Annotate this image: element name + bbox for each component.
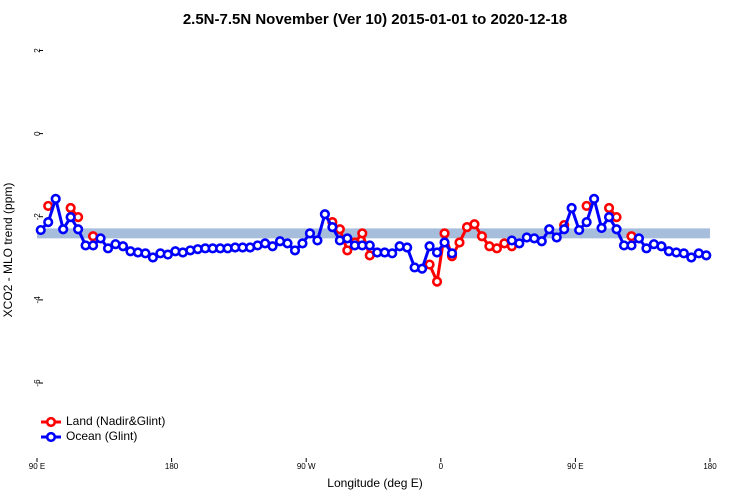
- x-tick-label: 90 E: [29, 462, 45, 471]
- data-point: [65, 212, 76, 223]
- data-point: [312, 235, 323, 246]
- data-point: [319, 209, 330, 220]
- data-point: [454, 237, 465, 248]
- data-point: [446, 248, 458, 259]
- data-point: [50, 193, 61, 204]
- data-point: [596, 222, 607, 234]
- chart-title: 2.5N-7.5N November (Ver 10) 2015-01-01 t…: [183, 11, 567, 28]
- data-point: [544, 224, 555, 235]
- data-point: [342, 245, 353, 256]
- data-point: [469, 219, 480, 230]
- data-point: [581, 200, 592, 212]
- x-axis-label: Longitude (deg E): [327, 476, 422, 490]
- data-point: [364, 240, 375, 251]
- data-point: [43, 200, 54, 212]
- legend-marker: [45, 416, 57, 428]
- y-tick-label: -4: [33, 296, 42, 304]
- data-point: [439, 237, 450, 248]
- data-point: [304, 228, 316, 239]
- data-point: [686, 252, 697, 263]
- data-point: [611, 224, 622, 235]
- data-point: [267, 241, 278, 252]
- x-tick-label: 0: [439, 462, 444, 471]
- data-point: [73, 224, 84, 235]
- data-point: [387, 248, 398, 259]
- data-point: [327, 222, 338, 233]
- data-point: [581, 217, 592, 228]
- data-point: [603, 202, 615, 214]
- data-point: [424, 241, 435, 252]
- data-point: [140, 248, 151, 259]
- y-axis-label: XCO2 - MLO trend (ppm): [1, 183, 15, 318]
- data-point: [43, 217, 54, 228]
- data-point: [424, 259, 435, 270]
- data-point: [656, 241, 667, 252]
- x-tick-label: 180: [165, 462, 179, 471]
- data-point: [297, 238, 308, 249]
- y-tick-label: 0: [33, 131, 42, 136]
- y-tick-label: -6: [33, 379, 42, 387]
- data-point: [357, 228, 368, 239]
- data-point: [65, 202, 76, 214]
- data-point: [417, 263, 428, 274]
- data-point: [282, 238, 293, 249]
- data-point: [701, 250, 712, 261]
- y-tick-label: 2: [33, 48, 42, 53]
- data-point: [476, 231, 488, 242]
- data-point: [58, 224, 69, 235]
- legend-marker: [45, 431, 57, 443]
- data-point: [633, 233, 645, 244]
- data-point: [678, 248, 689, 259]
- reference-band: [37, 228, 710, 239]
- data-point: [87, 240, 99, 251]
- x-tick-label: 90 W: [297, 462, 316, 471]
- data-point: [491, 243, 502, 254]
- data-point: [536, 236, 547, 247]
- data-point: [95, 233, 106, 244]
- data-point: [603, 212, 615, 223]
- data-point: [431, 276, 443, 287]
- legend-label: Ocean (Glint): [66, 429, 137, 443]
- data-point: [588, 193, 600, 204]
- data-point: [439, 228, 450, 239]
- data-point: [559, 224, 570, 235]
- data-point: [514, 238, 525, 249]
- data-point: [342, 233, 353, 244]
- data-point: [102, 243, 114, 254]
- data-point: [551, 232, 562, 243]
- legend-label: Land (Nadir&Glint): [66, 414, 165, 428]
- data-point: [402, 242, 413, 253]
- data-point: [35, 224, 46, 236]
- data-point: [626, 240, 637, 251]
- data-point: [117, 241, 129, 252]
- x-tick-label: 90 E: [567, 462, 583, 471]
- data-point: [147, 252, 159, 263]
- y-tick-label: -2: [33, 213, 42, 221]
- data-point: [431, 247, 443, 258]
- data-point: [289, 245, 301, 256]
- data-point: [574, 224, 585, 236]
- x-tick-label: 180: [703, 462, 717, 471]
- data-point: [641, 243, 652, 254]
- data-point: [566, 202, 577, 214]
